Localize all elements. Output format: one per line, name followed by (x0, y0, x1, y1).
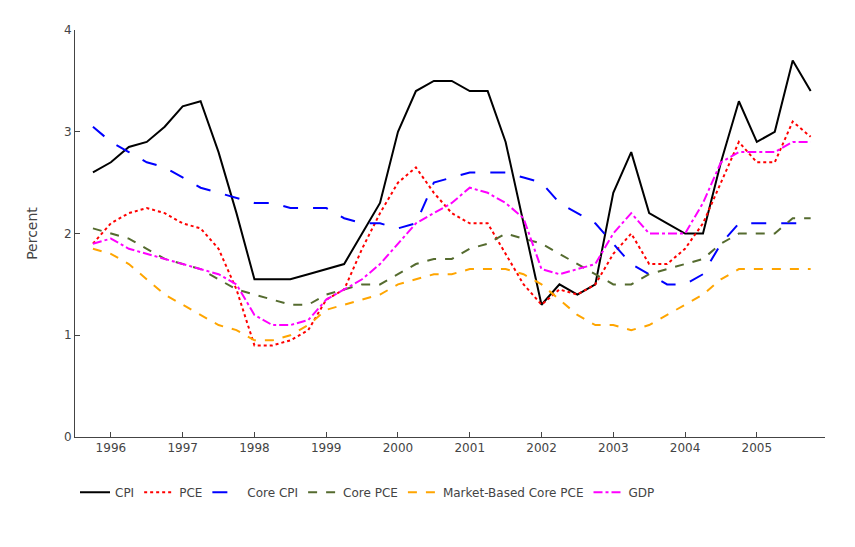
svg-text:1: 1 (64, 328, 72, 342)
svg-text:4: 4 (64, 23, 72, 37)
svg-text:Core CPI: Core CPI (247, 486, 298, 500)
svg-text:2001: 2001 (454, 441, 485, 455)
svg-text:2004: 2004 (670, 441, 701, 455)
svg-text:1997: 1997 (167, 441, 198, 455)
svg-text:2005: 2005 (742, 441, 773, 455)
svg-text:CPI: CPI (115, 486, 134, 500)
svg-text:1998: 1998 (239, 441, 270, 455)
svg-text:Market-Based Core PCE: Market-Based Core PCE (443, 486, 584, 500)
svg-text:GDP: GDP (629, 486, 655, 500)
svg-text:PCE: PCE (179, 486, 202, 500)
svg-text:2002: 2002 (526, 441, 557, 455)
svg-text:Percent: Percent (24, 207, 40, 260)
svg-text:1999: 1999 (311, 441, 342, 455)
svg-text:2: 2 (64, 227, 72, 241)
svg-text:1996: 1996 (96, 441, 127, 455)
svg-text:2000: 2000 (383, 441, 414, 455)
svg-text:3: 3 (64, 125, 72, 139)
svg-text:Core PCE: Core PCE (343, 486, 398, 500)
svg-text:0: 0 (64, 430, 72, 444)
svg-text:2003: 2003 (598, 441, 629, 455)
